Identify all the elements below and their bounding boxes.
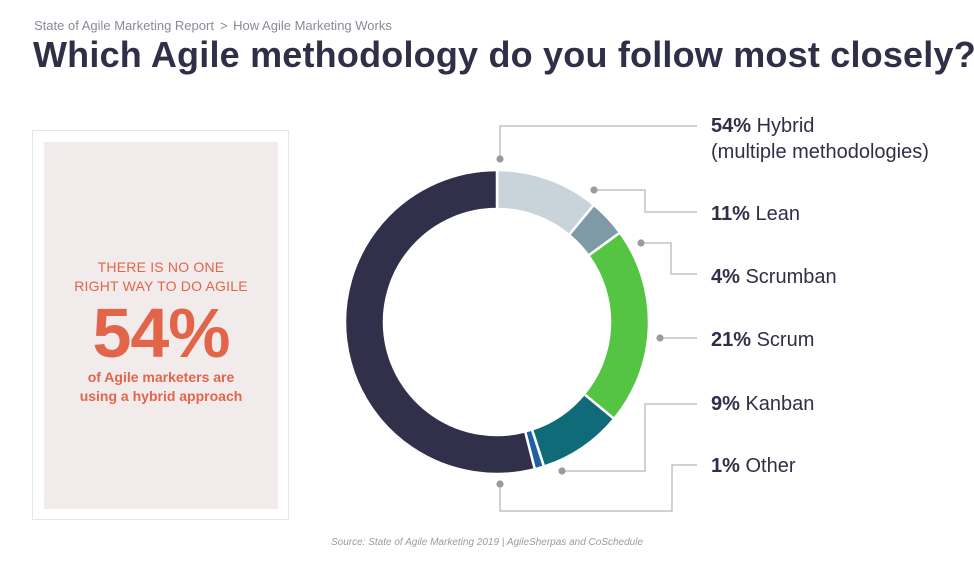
leader-line-kanban [562, 403, 697, 472]
leader-line-lean [594, 189, 697, 213]
slice-hybrid [343, 168, 537, 476]
legend-label-kanban: 9% Kanban [711, 393, 814, 415]
leader-dot-lean [590, 186, 598, 194]
leader-dot-scrumban [637, 239, 645, 247]
legend-name-scrumban: Scrumban [740, 266, 837, 288]
legend-pct-scrumban: 4% [711, 266, 740, 288]
leader-dot-hybrid [496, 155, 504, 163]
leader-dot-other [496, 480, 504, 488]
leader-line-other [499, 464, 697, 512]
stat-callout: THERE IS NO ONE RIGHT WAY TO DO AGILE 54… [44, 142, 278, 509]
leader-line-scrumban [641, 242, 697, 275]
callout-headline: THERE IS NO ONE RIGHT WAY TO DO AGILE [44, 258, 278, 296]
legend-label-other: 1% Other [711, 455, 796, 477]
legend-pct-other: 1% [711, 455, 740, 477]
legend-name-scrum: Scrum [751, 329, 814, 351]
callout-sub-line2: using a hybrid approach [79, 388, 243, 404]
legend-pct-scrum: 21% [711, 329, 751, 351]
legend-pct-hybrid: 54% [711, 115, 751, 137]
legend-label-hybrid-line2: (multiple methodologies) [711, 141, 929, 163]
legend-name-kanban: Kanban [740, 393, 815, 415]
legend-name-other: Other [740, 455, 796, 477]
callout-headline-line1: THERE IS NO ONE [97, 259, 225, 275]
breadcrumb: State of Agile Marketing Report > How Agi… [34, 18, 392, 33]
legend-label-scrumban: 4% Scrumban [711, 266, 837, 288]
callout-subtext: of Agile marketers are using a hybrid ap… [44, 368, 278, 406]
page-title: Which Agile methodology do you follow mo… [33, 34, 974, 75]
breadcrumb-separator: > [219, 18, 228, 33]
legend-label-scrum: 21% Scrum [711, 329, 814, 351]
callout-sub-line1: of Agile marketers are [87, 369, 235, 385]
legend-pct-lean: 11% [711, 203, 750, 225]
legend-name-lean: Lean [750, 203, 800, 225]
legend-name-hybrid: Hybrid [751, 115, 814, 137]
breadcrumb-page: How Agile Marketing Works [233, 18, 392, 33]
legend-label-hybrid: 54% Hybrid [711, 115, 814, 137]
callout-headline-line2: RIGHT WAY TO DO AGILE [74, 278, 248, 294]
slice-scrum [582, 230, 651, 421]
leader-line-hybrid [499, 125, 697, 159]
legend-pct-kanban: 9% [711, 393, 740, 415]
leader-dot-scrum [656, 334, 664, 342]
breadcrumb-section[interactable]: State of Agile Marketing Report [34, 18, 214, 33]
legend-label-lean: 11% Lean [711, 203, 800, 225]
source-note: Source: State of Agile Marketing 2019 | … [330, 537, 644, 548]
leader-dot-kanban [558, 467, 566, 475]
callout-big-number: 54% [92, 294, 230, 372]
